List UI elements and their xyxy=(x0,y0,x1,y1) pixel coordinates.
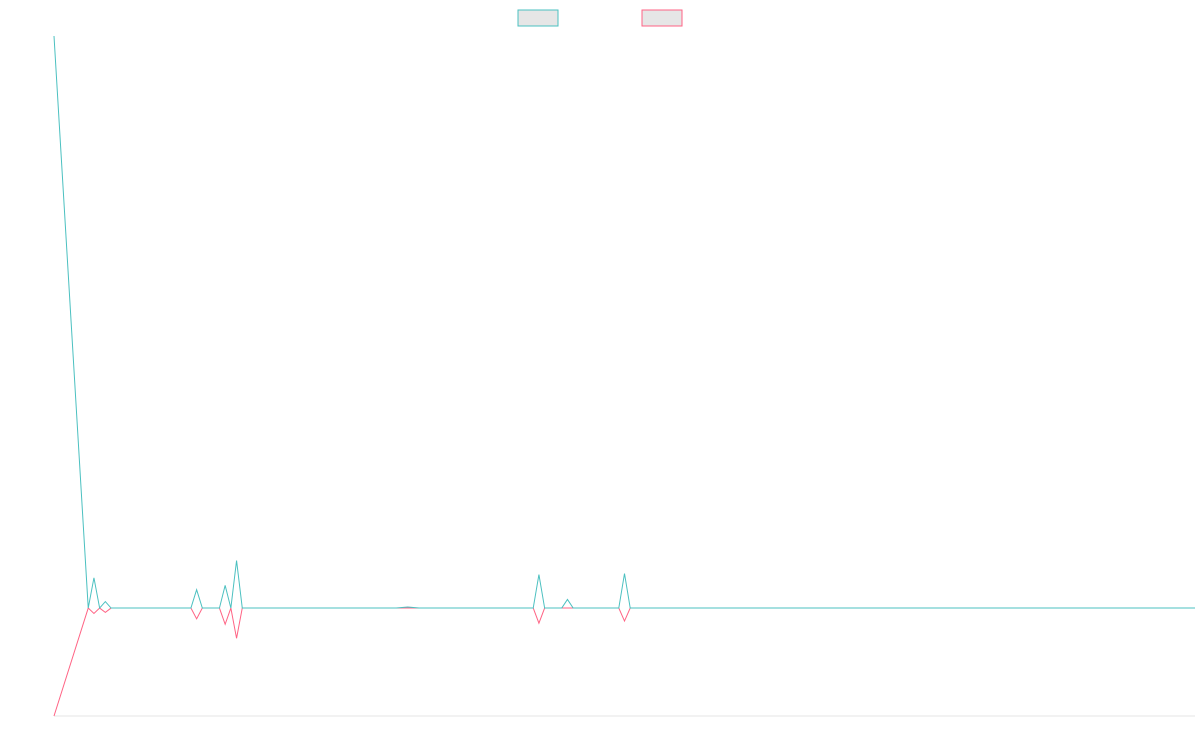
legend xyxy=(517,9,683,27)
series-line-1 xyxy=(53,35,1195,610)
series-lines xyxy=(53,35,1195,717)
series-line-2 xyxy=(53,606,1195,717)
legend-swatch-2[interactable] xyxy=(641,9,683,27)
legend-swatch-1[interactable] xyxy=(517,9,559,27)
